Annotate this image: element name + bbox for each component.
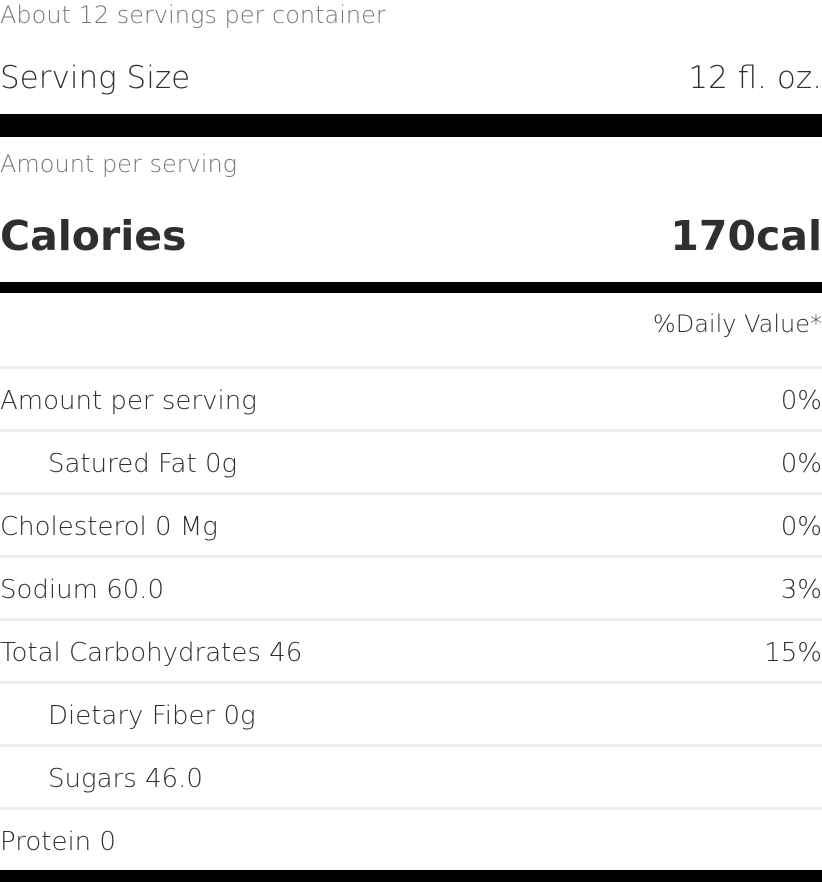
- nutrient-label: Total Carbohydrates 46: [0, 638, 303, 668]
- nutrient-row: Cholesterol 0 Mg 0%: [0, 497, 822, 557]
- nutrient-label: Sugars 46.0: [48, 764, 203, 794]
- daily-value-header: %Daily Value*: [652, 310, 822, 338]
- divider: [0, 807, 822, 810]
- nutrient-label: Amount per serving: [0, 386, 257, 416]
- calories-value: 170cal: [670, 212, 822, 260]
- divider: [0, 492, 822, 495]
- divider: [0, 366, 822, 369]
- nutrient-label: Cholesterol 0 Mg: [0, 512, 218, 542]
- divider: [0, 555, 822, 558]
- divider: [0, 681, 822, 684]
- nutrient-dv: 0%: [780, 449, 822, 479]
- nutrient-row: Dietary Fiber 0g: [0, 686, 822, 746]
- nutrient-label: Sodium 60.0: [0, 575, 165, 605]
- nutrient-label: Protein 0: [0, 827, 116, 857]
- nutrient-row: Total Carbohydrates 46 15%: [0, 623, 822, 683]
- serving-size-value: 12 fl. oz.: [688, 60, 822, 96]
- nutrient-label: Satured Fat 0g: [48, 449, 238, 479]
- divider: [0, 618, 822, 621]
- divider: [0, 744, 822, 747]
- divider: [0, 429, 822, 432]
- nutrient-dv: 0%: [780, 386, 822, 416]
- nutrient-dv: 3%: [780, 575, 822, 605]
- nutrient-dv: 0%: [780, 512, 822, 542]
- amount-per-serving-header: Amount per serving: [0, 150, 238, 178]
- medium-divider: [0, 282, 822, 293]
- serving-size-label: Serving Size: [0, 60, 191, 96]
- nutrient-label: Dietary Fiber 0g: [48, 701, 256, 731]
- servings-per-container: About 12 servings per container: [0, 1, 386, 29]
- calories-row: Calories 170cal: [0, 210, 822, 262]
- calories-label: Calories: [0, 212, 187, 260]
- nutrient-row: Amount per serving 0%: [0, 371, 822, 431]
- serving-size-row: Serving Size 12 fl. oz.: [0, 58, 822, 98]
- nutrient-dv: 15%: [764, 638, 822, 668]
- nutrient-row: Protein 0: [0, 812, 822, 872]
- nutrient-row: Satured Fat 0g 0%: [0, 434, 822, 494]
- nutrient-row: Sugars 46.0: [0, 749, 822, 809]
- thick-divider: [0, 114, 822, 137]
- bottom-divider: [0, 870, 822, 882]
- nutrient-row: Sodium 60.0 3%: [0, 560, 822, 620]
